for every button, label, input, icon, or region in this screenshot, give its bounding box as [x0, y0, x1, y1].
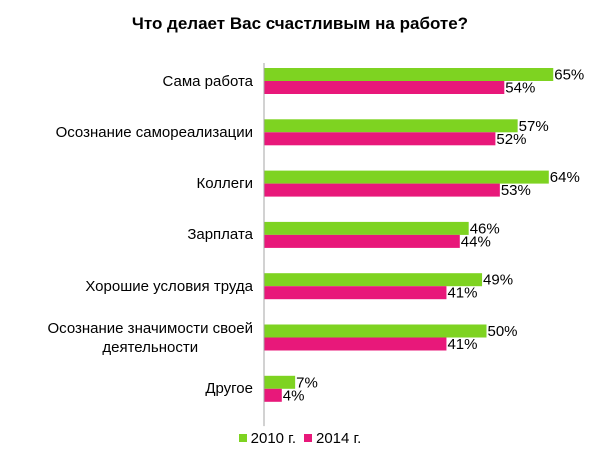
category-label-line: Сама работа [162, 72, 254, 90]
value-label-2010-2: 64% [550, 169, 580, 186]
value-label-2014-2: 53% [501, 182, 531, 199]
category-label-5: Осознание значимости своей деятельности [48, 319, 254, 357]
value-label-2014-5: 41% [447, 336, 477, 353]
bar-2014-1 [264, 132, 496, 146]
bar-2014-5 [264, 337, 447, 351]
bar-2014-0 [264, 81, 505, 94]
bar-2010-6 [264, 375, 296, 389]
value-label-2010-0: 65% [554, 67, 584, 84]
bars-layer [264, 68, 554, 402]
category-label-line: Другое [205, 380, 253, 398]
chart-title: Что делает Вас счастливым на работе? [131, 14, 469, 33]
bar-2010-1 [264, 119, 518, 133]
value-label-2010-4: 49% [483, 272, 513, 289]
category-label-line: Коллеги [196, 175, 253, 193]
legend-label: 2014 г. [316, 430, 362, 447]
value-label-2014-6: 4% [283, 387, 305, 404]
bar-2010-5 [264, 324, 487, 338]
legend-item-2014: 2014 г. [304, 430, 361, 447]
category-label-3: Зарплата [187, 225, 253, 244]
value-label-2010-3: 46% [470, 220, 500, 237]
value-label-2014-0: 54% [505, 80, 535, 97]
category-label-line: деятельности [102, 338, 199, 356]
legend-label: 2010 г. [250, 430, 296, 447]
bar-2010-4 [264, 273, 483, 287]
legend: 2010 г. 2014 г. [0, 430, 600, 447]
category-label-4: Хорошие условия труда [85, 277, 253, 296]
value-label-2010-5: 50% [488, 323, 518, 340]
value-labels-layer: 65% 54% 57%52% 64% 53% 46%44% 49% 41% 50% 41% 7%4% [283, 67, 584, 405]
legend-swatch [238, 434, 247, 442]
bar-2010-3 [264, 221, 469, 235]
bar-2010-0 [264, 68, 554, 81]
category-label-6: Другое [205, 379, 253, 398]
category-label-2: Коллеги [197, 174, 253, 193]
category-label-1: Осознание самореализации [56, 123, 253, 142]
category-label-line: Хорошие условия труда [85, 277, 253, 295]
bar-2014-2 [264, 183, 500, 197]
value-label-2010-1: 57% [519, 118, 549, 135]
category-label-line: Осознание значимости своей [47, 319, 254, 337]
category-label-line: Осознание самореализации [55, 123, 253, 141]
value-label-2014-3: 44% [461, 233, 491, 250]
bar-2014-3 [264, 234, 460, 248]
value-label-2010-6: 7% [296, 374, 318, 391]
value-label-2014-4: 41% [447, 285, 477, 302]
category-label-0: Сама работа [163, 72, 254, 91]
legend-item-2010: 2010 г. [238, 430, 296, 447]
bar-2014-4 [264, 286, 447, 300]
value-label-2014-1: 52% [496, 131, 526, 148]
legend-swatch [304, 434, 312, 442]
category-label-line: Зарплата [187, 226, 253, 244]
bar-2010-2 [264, 170, 549, 184]
bar-2014-6 [264, 388, 282, 402]
